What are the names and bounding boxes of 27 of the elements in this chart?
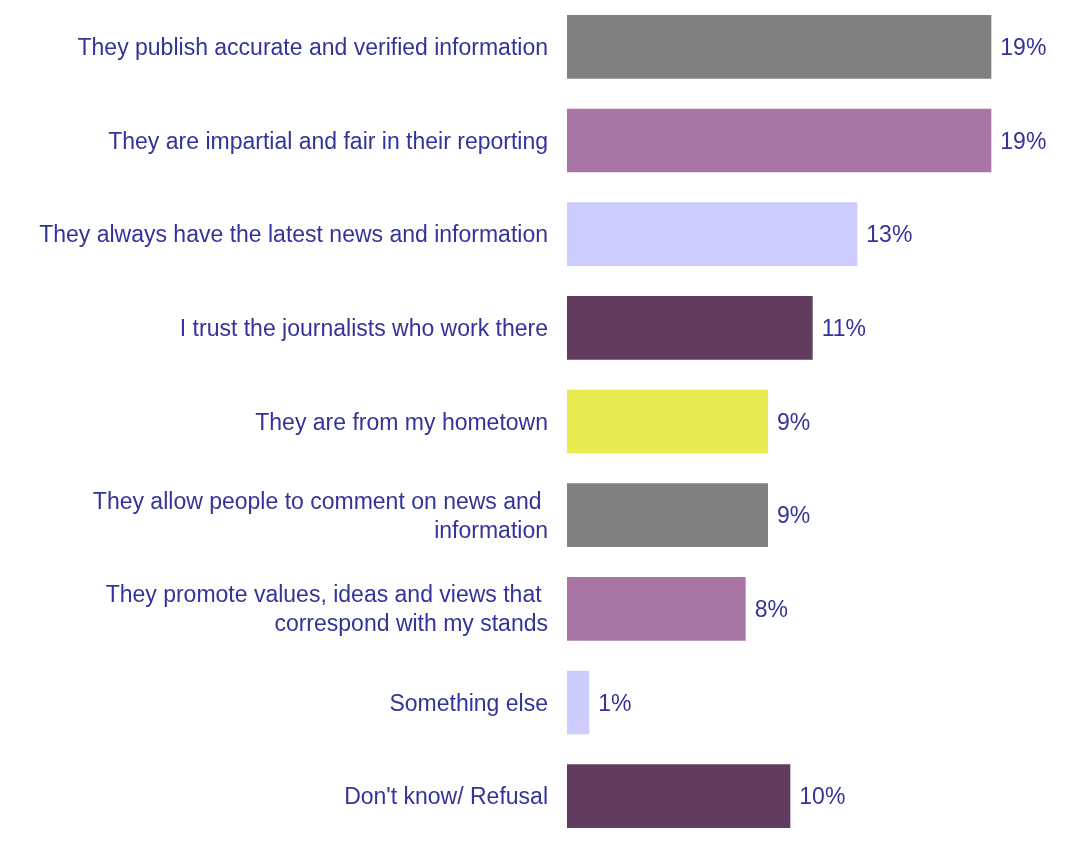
y-tick-label: They promote values, ideas and views that correspond with my stands <box>105 581 548 637</box>
bar <box>567 389 768 454</box>
bar <box>567 576 746 641</box>
data-label: 9% <box>777 408 811 435</box>
data-label: 9% <box>777 502 811 529</box>
data-label: 19% <box>1000 33 1047 60</box>
y-tick-label: Don't know/ Refusal <box>344 783 548 810</box>
y-tick-label: They are from my hometown <box>255 408 548 435</box>
y-tick-label: They always have the latest news and information <box>39 221 548 248</box>
data-label: 10% <box>799 783 846 810</box>
y-tick-label: They are impartial and fair in their reporting <box>108 127 548 154</box>
data-label: 8% <box>754 595 788 622</box>
bar <box>567 202 858 267</box>
y-tick-label: Something else <box>389 689 548 716</box>
y-tick-label: They publish accurate and verified information <box>77 33 548 60</box>
data-label: 13% <box>866 221 913 248</box>
data-label: 19% <box>1000 127 1047 154</box>
y-tick-label: I trust the journalists who work there <box>179 314 548 341</box>
data-label: 1% <box>598 689 632 716</box>
bar <box>567 764 791 829</box>
bar <box>567 483 768 548</box>
bar <box>567 295 813 360</box>
y-tick-label: They allow people to comment on news and information <box>92 487 548 543</box>
bar <box>567 14 992 79</box>
data-label: 11% <box>821 314 866 341</box>
bar <box>567 670 590 735</box>
bar <box>567 108 992 173</box>
